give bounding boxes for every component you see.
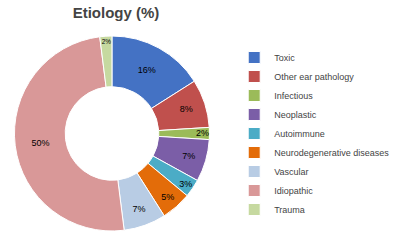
svg-text:Neoplastic: Neoplastic: [274, 110, 317, 120]
svg-text:5%: 5%: [161, 192, 174, 202]
svg-text:Idiopathic: Idiopathic: [274, 186, 313, 196]
svg-text:16%: 16%: [138, 65, 156, 75]
svg-text:Vascular: Vascular: [274, 167, 308, 177]
svg-text:50%: 50%: [31, 138, 49, 148]
svg-text:Etiology (%): Etiology (%): [73, 4, 160, 21]
svg-text:3%: 3%: [179, 179, 192, 189]
svg-text:7%: 7%: [182, 151, 195, 161]
svg-text:2%: 2%: [102, 38, 112, 45]
svg-text:Neurodegenerative diseases: Neurodegenerative diseases: [274, 148, 389, 158]
svg-text:Trauma: Trauma: [274, 205, 305, 215]
svg-text:Infectious: Infectious: [274, 91, 313, 101]
svg-text:8%: 8%: [180, 104, 193, 114]
svg-text:2%: 2%: [196, 128, 209, 138]
svg-text:Toxic: Toxic: [274, 53, 295, 63]
svg-text:Other ear pathology: Other ear pathology: [274, 72, 354, 82]
svg-text:7%: 7%: [133, 204, 146, 214]
svg-text:Autoimmune: Autoimmune: [274, 129, 325, 139]
